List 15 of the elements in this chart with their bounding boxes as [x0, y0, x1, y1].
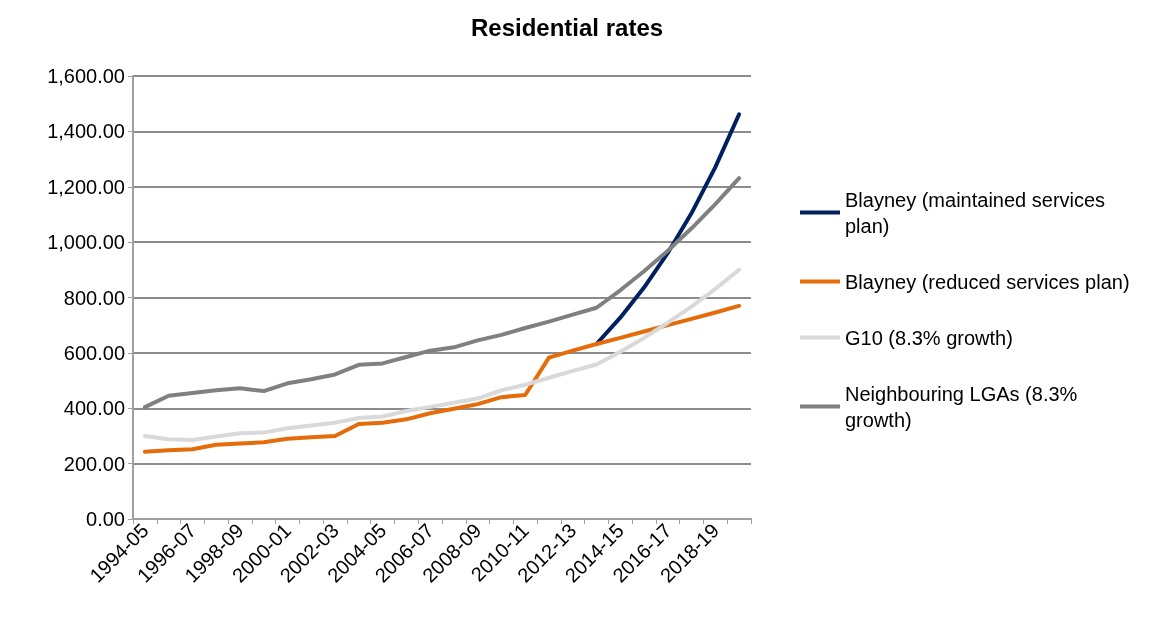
legend-label: Blayney (reduced services plan) — [845, 270, 1130, 293]
y-tick-label: 800.00 — [63, 286, 125, 309]
legend-label: Blayney (maintained services plan) — [845, 188, 1111, 237]
legend-label: G10 (8.3% growth) — [845, 326, 1013, 349]
line-series — [142, 267, 742, 443]
y-tick-label: 400.00 — [63, 397, 125, 420]
y-tick-label: 600.00 — [63, 341, 125, 364]
y-tick-label: 1,600.00 — [47, 65, 125, 87]
y-tick-label: 200.00 — [63, 452, 125, 475]
chart-title: Residential rates — [471, 13, 664, 41]
y-tick-label: 1,400.00 — [47, 120, 125, 143]
y-tick-label: 1,200.00 — [47, 175, 125, 198]
legend-label: Neighbouring LGAs (8.3% growth) — [845, 382, 1083, 431]
line-series — [142, 303, 742, 454]
y-tick-label: 1,000.00 — [47, 231, 125, 254]
